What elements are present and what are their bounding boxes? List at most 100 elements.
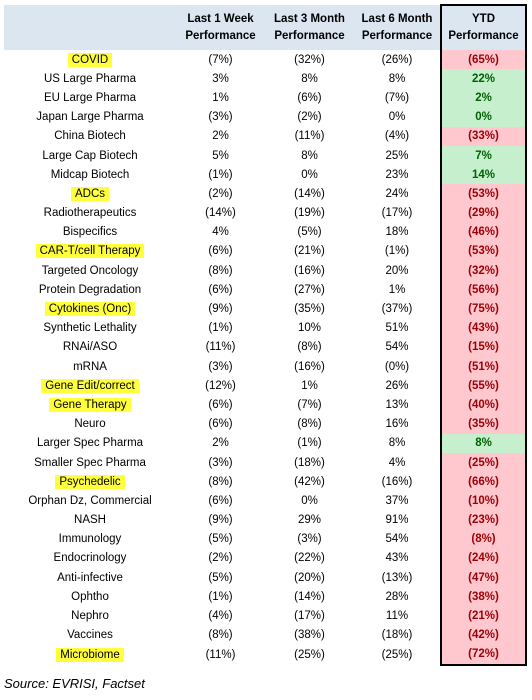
row-ytd: (66%) bbox=[440, 472, 527, 492]
row-category: Larger Spec Pharma bbox=[4, 434, 176, 453]
row-last-1-week: (5%) bbox=[208, 533, 233, 546]
table-row: CAR-T/cell Therapy (6%) (21%) (1%) (53%) bbox=[4, 241, 527, 262]
row-last-3-month: (7%) bbox=[297, 398, 322, 411]
row-ytd: (40%) bbox=[440, 395, 527, 415]
row-last-6-month: 16% bbox=[385, 418, 409, 431]
row-last-3-month: 10% bbox=[297, 322, 322, 335]
table-row: Radiotherapeutics (14%) (19%) (17%) (29%) bbox=[4, 203, 527, 223]
row-last-6-month: 54% bbox=[385, 341, 409, 354]
row-last-1-week: (8%) bbox=[208, 629, 233, 642]
row-category: Protein Degradation bbox=[4, 280, 176, 299]
row-last-3-month: (42%) bbox=[294, 475, 325, 488]
table-row: US Large Pharma 3% 8% 8% 22% bbox=[4, 69, 527, 89]
row-category: Nephro bbox=[4, 606, 176, 625]
row-last-1-week: (6%) bbox=[208, 283, 233, 296]
row-last-1-week: (1%) bbox=[208, 590, 233, 603]
table-row: Gene Edit/correct (12%) 1% 26% (55%) bbox=[4, 376, 527, 396]
table-row: RNAi/ASO (11%) (8%) 54% (15%) bbox=[4, 337, 527, 357]
row-ytd: (75%) bbox=[440, 299, 527, 319]
row-last-1-week: (6%) bbox=[208, 418, 233, 431]
row-category-label: NASH bbox=[74, 514, 106, 527]
row-last-3-month: (18%) bbox=[294, 456, 325, 469]
row-category: US Large Pharma bbox=[4, 69, 176, 88]
row-ytd: (38%) bbox=[440, 587, 527, 607]
row-last-6-month: 37% bbox=[385, 494, 409, 507]
row-category-label: Orphan Dz, Commercial bbox=[28, 494, 152, 507]
table-row: Endocrinology (2%) (22%) 43% (24%) bbox=[4, 548, 527, 569]
row-last-3-month: 29% bbox=[297, 514, 322, 527]
row-category: China Biotech bbox=[4, 127, 176, 146]
row-last-3-month: 8% bbox=[301, 72, 318, 85]
row-category-label: Synthetic Lethality bbox=[43, 322, 137, 335]
row-last-6-month: (1%) bbox=[384, 245, 410, 258]
header-last-3-month: Last 3 Month Performance bbox=[265, 5, 354, 50]
table-row: Neuro (6%) (8%) 16% (35%) bbox=[4, 414, 527, 434]
row-category-label: Neuro bbox=[74, 418, 106, 431]
row-category-label: Gene Therapy bbox=[49, 397, 131, 412]
row-last-1-week: 1% bbox=[212, 91, 229, 104]
table-row: Nephro (4%) (17%) 11% (21%) bbox=[4, 606, 527, 626]
row-category-label: Large Cap Biotech bbox=[42, 149, 138, 162]
row-category: Japan Large Pharma bbox=[4, 108, 176, 127]
row-last-3-month: (11%) bbox=[294, 130, 325, 143]
row-category-label: Bispecifics bbox=[62, 226, 118, 239]
row-last-6-month: (37%) bbox=[381, 303, 413, 316]
row-category: Midcap Biotech bbox=[4, 165, 176, 184]
row-category-label: Endocrinology bbox=[53, 552, 127, 565]
row-last-3-month: (1%) bbox=[297, 437, 322, 450]
row-category: Ophtho bbox=[4, 587, 176, 606]
row-last-6-month: (17%) bbox=[381, 207, 413, 220]
row-last-3-month: (25%) bbox=[294, 648, 325, 661]
row-ytd: (42%) bbox=[440, 625, 527, 645]
row-last-3-month: (27%) bbox=[294, 283, 325, 296]
row-category-label: Vaccines bbox=[67, 629, 113, 642]
row-category-label: Microbiome bbox=[56, 647, 124, 662]
row-last-1-week: (8%) bbox=[208, 264, 233, 277]
row-category: Gene Edit/correct bbox=[4, 376, 176, 395]
row-category: COVID bbox=[4, 50, 176, 69]
row-last-1-week: (1%) bbox=[208, 322, 233, 335]
row-category-label: Smaller Spec Pharma bbox=[34, 456, 146, 469]
row-last-1-week: (6%) bbox=[208, 398, 233, 411]
table-row: Ophtho (1%) (14%) 28% (38%) bbox=[4, 587, 527, 607]
row-category: Synthetic Lethality bbox=[4, 319, 176, 338]
table-row: Anti-infective (5%) (20%) (13%) (47%) bbox=[4, 568, 527, 588]
row-ytd: (10%) bbox=[440, 491, 527, 511]
row-ytd: (53%) bbox=[440, 241, 527, 262]
row-last-1-week: (12%) bbox=[205, 379, 236, 392]
performance-table: Last 1 Week Performance Last 3 Month Per… bbox=[4, 4, 527, 667]
table-header-row: Last 1 Week Performance Last 3 Month Per… bbox=[4, 4, 527, 50]
row-ytd: (32%) bbox=[440, 261, 527, 281]
row-ytd: (29%) bbox=[440, 203, 527, 223]
row-category-label: Targeted Oncology bbox=[41, 264, 139, 277]
table-row: Smaller Spec Pharma (3%) (18%) 4% (25%) bbox=[4, 452, 527, 473]
row-category: Orphan Dz, Commercial bbox=[4, 491, 176, 510]
source-note: Source: EVRISI, Factset bbox=[4, 676, 145, 691]
row-last-1-week: (9%) bbox=[208, 303, 233, 316]
row-category-label: US Large Pharma bbox=[43, 72, 137, 85]
row-category-label: Anti-infective bbox=[57, 571, 123, 584]
row-ytd: (15%) bbox=[440, 337, 527, 357]
row-last-6-month: (25%) bbox=[381, 648, 413, 661]
table-row: EU Large Pharma 1% (6%) (7%) 2% bbox=[4, 88, 527, 108]
row-last-3-month: (3%) bbox=[297, 533, 322, 546]
table-row: Synthetic Lethality (1%) 10% 51% (43%) bbox=[4, 318, 527, 338]
row-ytd: (33%) bbox=[440, 126, 527, 146]
header-category bbox=[4, 5, 176, 50]
table-row: Large Cap Biotech 5% 8% 25% 7% bbox=[4, 145, 527, 166]
row-last-3-month: (5%) bbox=[297, 226, 322, 239]
row-ytd: (23%) bbox=[440, 510, 527, 530]
row-ytd: (53%) bbox=[440, 184, 527, 204]
row-last-6-month: (4%) bbox=[384, 130, 410, 143]
row-ytd: (47%) bbox=[440, 568, 527, 588]
header-last-1-week: Last 1 Week Performance bbox=[176, 5, 265, 50]
table-row: Immunology (5%) (3%) 54% (8%) bbox=[4, 529, 527, 549]
row-last-3-month: (16%) bbox=[294, 264, 325, 277]
row-last-1-week: (8%) bbox=[208, 475, 233, 488]
row-ytd: (8%) bbox=[440, 529, 527, 549]
row-category-label: Midcap Biotech bbox=[50, 168, 130, 181]
row-ytd: (35%) bbox=[440, 414, 527, 434]
row-category: Psychedelic bbox=[4, 472, 176, 491]
row-last-3-month: (21%) bbox=[294, 245, 325, 258]
row-last-3-month: (32%) bbox=[294, 53, 325, 66]
